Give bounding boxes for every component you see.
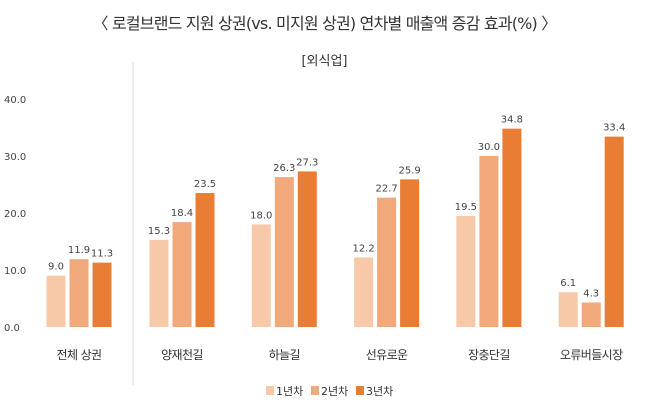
data-label: 22.7 bbox=[375, 184, 397, 195]
bar-1년차 bbox=[149, 239, 169, 327]
chart-subtitle: [외식업] bbox=[301, 54, 348, 69]
chart-title: 〈 로컬브랜드 지원 상권(vs. 미지원 상권) 연차별 매출액 증감 효과(… bbox=[92, 14, 557, 33]
bar-1년차 bbox=[456, 215, 476, 327]
data-label: 23.5 bbox=[194, 179, 216, 190]
bar-3년차 bbox=[400, 179, 420, 327]
data-label: 30.0 bbox=[478, 142, 500, 153]
bar-2년차 bbox=[581, 302, 601, 327]
x-category-label: 선유로운 bbox=[366, 348, 408, 362]
legend-label: 3년차 bbox=[366, 385, 393, 398]
y-tick-label: 20.0 bbox=[4, 209, 26, 220]
data-label: 11.9 bbox=[68, 245, 90, 256]
data-label: 6.1 bbox=[560, 278, 576, 289]
x-category-label: 장충단길 bbox=[468, 348, 510, 362]
data-label: 25.9 bbox=[398, 165, 420, 176]
data-label: 19.5 bbox=[455, 202, 477, 213]
bar-1년차 bbox=[558, 292, 578, 327]
y-tick-label: 10.0 bbox=[4, 266, 26, 277]
bar-3년차 bbox=[297, 171, 317, 327]
bar-3년차 bbox=[502, 128, 522, 327]
y-tick-label: 40.0 bbox=[4, 95, 26, 106]
data-label: 11.3 bbox=[91, 249, 113, 260]
bar-2년차 bbox=[274, 177, 294, 327]
bar-2년차 bbox=[377, 197, 397, 327]
data-label: 12.2 bbox=[352, 243, 374, 254]
data-label: 18.4 bbox=[171, 208, 193, 219]
x-category-label: 전체 상권 bbox=[57, 348, 102, 362]
bar-2년차 bbox=[69, 259, 89, 327]
x-category-label: 하늘길 bbox=[269, 348, 300, 362]
x-category-label: 오류버들시장 bbox=[560, 348, 623, 362]
data-label: 33.4 bbox=[603, 123, 625, 134]
bar-3년차 bbox=[92, 262, 112, 327]
legend-swatch bbox=[311, 386, 319, 395]
data-label: 9.0 bbox=[48, 262, 64, 273]
y-tick-label: 0.0 bbox=[4, 323, 20, 334]
legend-swatch bbox=[266, 386, 274, 395]
x-category-label: 양재천길 bbox=[161, 347, 203, 362]
legend-swatch bbox=[356, 386, 364, 395]
data-label: 18.0 bbox=[250, 210, 272, 221]
legend-label: 1년차 bbox=[276, 385, 303, 398]
bar-3년차 bbox=[195, 193, 215, 327]
bar-2년차 bbox=[479, 156, 499, 327]
data-label: 34.8 bbox=[501, 115, 523, 126]
bar-3년차 bbox=[604, 136, 624, 327]
data-label: 4.3 bbox=[583, 288, 599, 299]
bar-2년차 bbox=[172, 222, 192, 327]
legend-label: 2년차 bbox=[321, 385, 348, 398]
data-label: 15.3 bbox=[148, 226, 170, 237]
bar-1년차 bbox=[46, 275, 66, 327]
y-tick-label: 30.0 bbox=[4, 152, 26, 163]
bar-1년차 bbox=[354, 257, 374, 327]
bar-1년차 bbox=[251, 224, 271, 327]
data-label: 27.3 bbox=[296, 157, 318, 168]
data-label: 26.3 bbox=[273, 163, 295, 174]
